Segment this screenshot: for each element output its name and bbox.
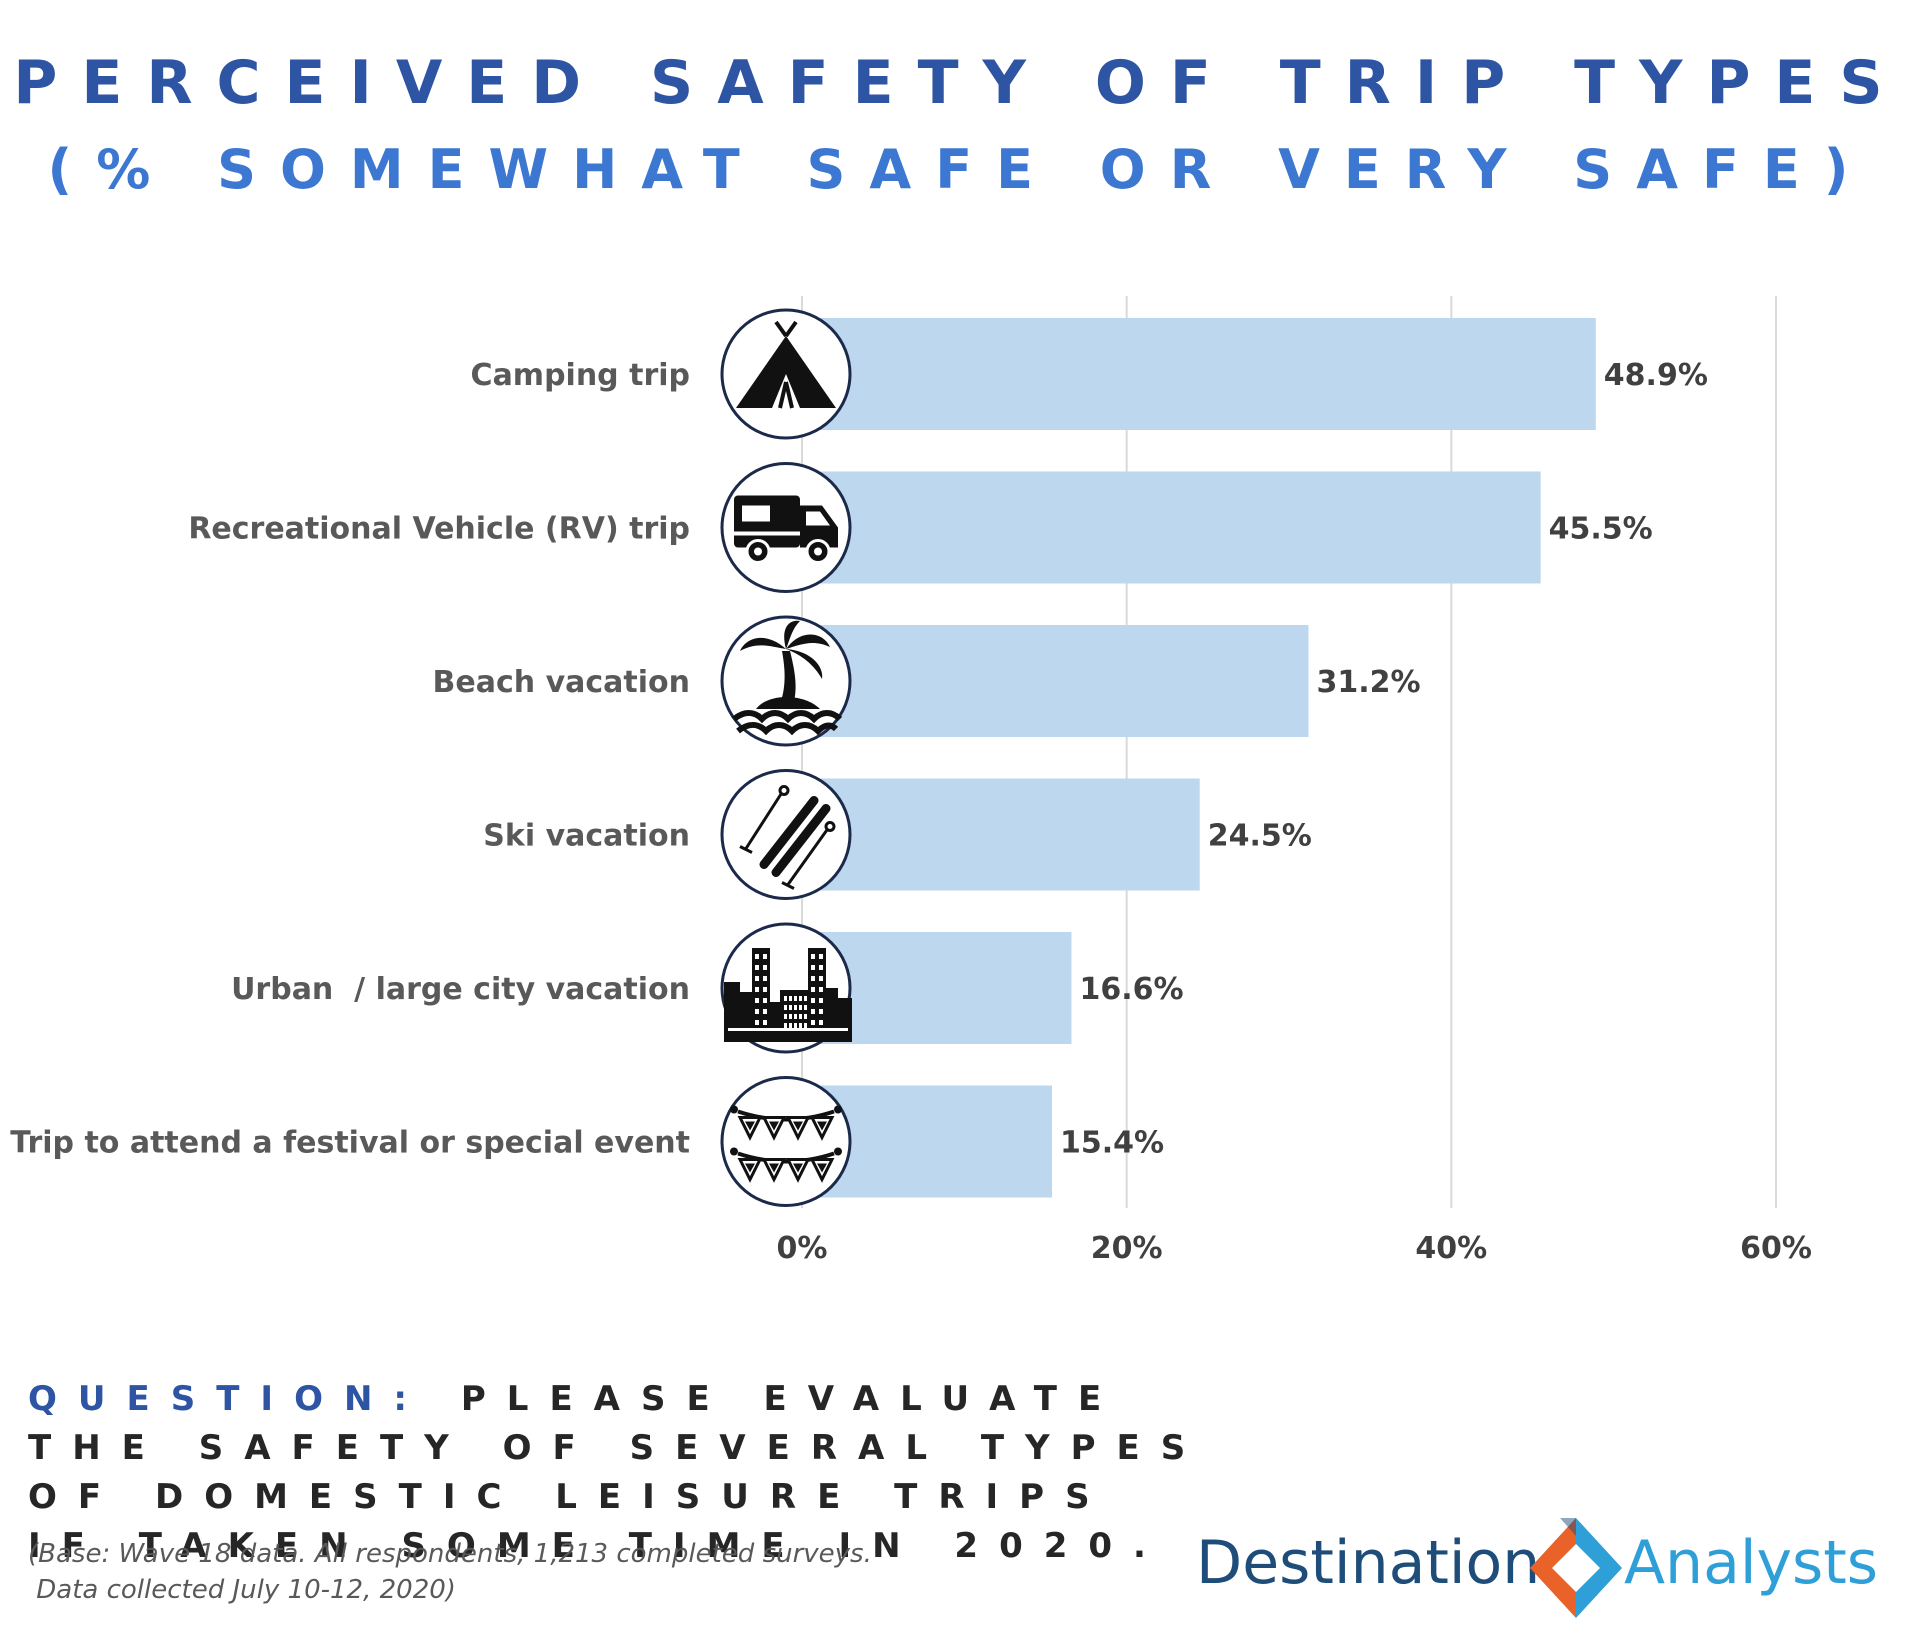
value-label: 15.4% bbox=[1060, 1126, 1164, 1161]
ski-icon bbox=[720, 769, 852, 900]
value-label: 48.9% bbox=[1604, 358, 1708, 393]
bunting-icon bbox=[720, 1076, 852, 1207]
category-label: Ski vacation bbox=[483, 819, 690, 854]
survey-question: QUESTION: PLEASE EVALUATE THE SAFETY OF … bbox=[28, 1375, 1208, 1571]
rv-icon bbox=[720, 462, 852, 593]
labels: 0% 20% 40% 60% Camping trip 48.9% Recreational… bbox=[10, 358, 1812, 1266]
chart-title: PERCEIVED SAFETY OF TRIP TYPES bbox=[13, 48, 1907, 118]
x-tick-label: 20% bbox=[1091, 1231, 1163, 1266]
logo-word-analysts: Analysts bbox=[1624, 1528, 1879, 1598]
city-skyline-icon bbox=[720, 922, 852, 1054]
bar bbox=[810, 625, 1309, 737]
logo-mark-icon bbox=[1530, 1518, 1622, 1618]
x-tick-label: 0% bbox=[777, 1231, 828, 1266]
category-label: Recreational Vehicle (RV) trip bbox=[188, 512, 690, 547]
value-label: 31.2% bbox=[1316, 665, 1420, 700]
category-icons bbox=[720, 308, 852, 1207]
x-tick-label: 60% bbox=[1740, 1231, 1812, 1266]
destination-analysts-logo: Destination Analysts bbox=[1196, 1518, 1896, 1618]
question-text: PLEASE EVALUATE THE SAFETY OF SEVERAL TY… bbox=[28, 1379, 1207, 1566]
category-label: Beach vacation bbox=[433, 665, 690, 700]
bar bbox=[810, 932, 1072, 1044]
value-label: 24.5% bbox=[1208, 819, 1312, 854]
category-label: Urban / large city vacation bbox=[231, 972, 690, 1007]
logo-word-destination: Destination bbox=[1196, 1528, 1541, 1598]
bar bbox=[810, 471, 1541, 584]
category-label: Trip to attend a festival or special eve… bbox=[10, 1126, 690, 1161]
chart-subtitle: (% SOMEWHAT SAFE OR VERY SAFE) bbox=[47, 138, 1873, 201]
question-label: QUESTION: bbox=[28, 1379, 429, 1419]
footnote: (Base: Wave 18 data. All respondents, 1,… bbox=[28, 1536, 872, 1608]
footnote-line-2: Data collected July 10-12, 2020) bbox=[28, 1575, 456, 1605]
bar-chart: 0% 20% 40% 60% Camping trip 48.9% Recreational… bbox=[10, 296, 1812, 1266]
x-tick-label: 40% bbox=[1415, 1231, 1487, 1266]
bars bbox=[810, 318, 1596, 1198]
tent-icon bbox=[720, 308, 852, 440]
palm-island-icon bbox=[720, 615, 852, 747]
value-label: 45.5% bbox=[1549, 512, 1653, 547]
gridlines bbox=[801, 296, 1777, 1208]
bar bbox=[810, 318, 1596, 430]
footnote-line-1: (Base: Wave 18 data. All respondents, 1,… bbox=[28, 1539, 872, 1569]
bar bbox=[810, 778, 1200, 891]
value-label: 16.6% bbox=[1079, 972, 1183, 1007]
category-label: Camping trip bbox=[471, 358, 690, 393]
